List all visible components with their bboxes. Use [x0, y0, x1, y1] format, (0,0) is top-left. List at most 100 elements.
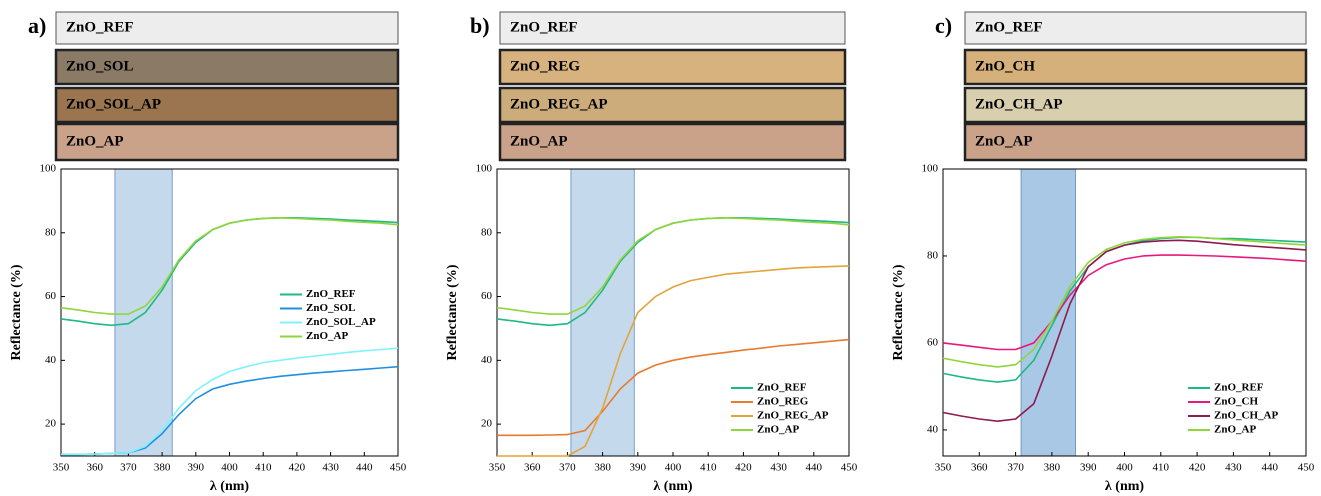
x-tick-label: 420: [735, 462, 752, 474]
y-axis-title: Reflectance (%): [445, 264, 460, 360]
swatch: [55, 11, 399, 45]
x-tick-label: 440: [806, 462, 823, 474]
y-tick-label: 80: [45, 226, 57, 238]
x-axis-title: λ (nm): [210, 479, 249, 494]
swatch: [498, 48, 847, 86]
swatch: [54, 48, 400, 86]
series-line: [60, 216, 399, 315]
x-tick-label: 390: [188, 462, 205, 474]
highlight-band: [570, 168, 635, 457]
y-tick-label: 100: [40, 163, 57, 175]
panel-label: b): [470, 13, 490, 38]
legend-label: ZnO_REF: [1214, 382, 1264, 394]
legend-label: ZnO_SOL_AP: [306, 316, 376, 328]
x-tick-label: 450: [390, 462, 407, 474]
swatch: [963, 48, 1308, 86]
legend-label: ZnO_AP: [757, 424, 799, 436]
x-axis-title: λ (nm): [653, 479, 692, 494]
x-tick-label: 350: [53, 462, 70, 474]
series-line: [496, 217, 850, 327]
legend-label: ZnO_REF: [306, 288, 356, 300]
y-tick-label: 40: [927, 423, 939, 435]
swatch-label: ZnO_AP: [66, 133, 124, 149]
panel-label: a): [28, 13, 46, 38]
swatch-label: ZnO_SOL_AP: [66, 96, 161, 112]
swatch-label: ZnO_REF: [975, 19, 1043, 35]
swatch: [54, 86, 400, 124]
x-tick-label: 410: [1153, 462, 1170, 474]
swatch: [499, 11, 846, 45]
legend-label: ZnO_AP: [1214, 424, 1256, 436]
x-tick-label: 400: [1116, 462, 1133, 474]
y-tick-label: 80: [927, 250, 939, 262]
x-tick-label: 420: [289, 462, 306, 474]
swatch: [498, 122, 847, 162]
x-tick-label: 380: [154, 462, 171, 474]
x-tick-label: 360: [86, 462, 103, 474]
swatch-label: ZnO_REG_AP: [510, 96, 608, 112]
x-tick-label: 370: [120, 462, 137, 474]
x-tick-label: 360: [524, 462, 541, 474]
series-line: [942, 235, 1307, 368]
swatch: [963, 86, 1308, 124]
x-tick-label: 390: [1080, 462, 1097, 474]
swatch: [964, 11, 1307, 45]
legend-label: ZnO_AP: [306, 330, 348, 342]
y-tick-label: 60: [45, 290, 57, 302]
swatch: [498, 86, 847, 124]
x-axis-title: λ (nm): [1105, 479, 1144, 494]
x-tick-label: 450: [1298, 462, 1315, 474]
y-axis-title: Reflectance (%): [9, 264, 24, 360]
x-tick-label: 380: [1044, 462, 1061, 474]
y-tick-label: 40: [481, 354, 493, 366]
x-tick-label: 370: [1007, 462, 1024, 474]
legend-label: ZnO_CH: [1214, 396, 1258, 408]
x-tick-label: 420: [1189, 462, 1206, 474]
series-line: [942, 239, 1307, 423]
swatch-label: ZnO_REF: [66, 19, 134, 35]
x-tick-label: 430: [770, 462, 787, 474]
swatch-label: ZnO_REF: [510, 19, 578, 35]
x-tick-label: 410: [255, 462, 272, 474]
x-tick-label: 360: [971, 462, 988, 474]
series-line: [61, 347, 399, 456]
swatch-label: ZnO_SOL: [66, 58, 134, 74]
y-axis-title: Reflectance (%): [891, 264, 906, 360]
legend-label: ZnO_REF: [757, 382, 807, 394]
y-tick-label: 60: [481, 290, 493, 302]
swatch-label: ZnO_AP: [975, 133, 1033, 149]
swatch: [963, 122, 1308, 162]
x-tick-label: 400: [221, 462, 238, 474]
y-tick-label: 60: [927, 336, 939, 348]
y-tick-label: 20: [481, 418, 493, 430]
y-tick-label: 80: [481, 226, 493, 238]
legend-label: ZnO_REG_AP: [757, 410, 829, 422]
swatch-label: ZnO_CH: [975, 58, 1035, 74]
series-line: [61, 365, 399, 456]
x-tick-label: 380: [594, 462, 611, 474]
swatch-label: ZnO_CH_AP: [975, 96, 1063, 112]
x-tick-label: 390: [630, 462, 647, 474]
legend-label: ZnO_REG: [757, 396, 809, 408]
series-line: [497, 338, 850, 437]
x-tick-label: 430: [1225, 462, 1242, 474]
x-tick-label: 440: [1261, 462, 1278, 474]
y-tick-label: 40: [45, 354, 57, 366]
x-tick-label: 450: [841, 462, 858, 474]
series-line: [942, 254, 1307, 351]
x-tick-label: 410: [700, 462, 717, 474]
legend-label: ZnO_SOL: [306, 302, 356, 314]
y-tick-label: 100: [476, 163, 493, 175]
swatch: [54, 122, 400, 162]
x-tick-label: 430: [322, 462, 339, 474]
x-tick-label: 400: [665, 462, 682, 474]
panel-label: c): [935, 13, 952, 38]
y-tick-label: 20: [45, 418, 57, 430]
swatch-label: ZnO_REG: [510, 58, 580, 74]
series-line: [496, 216, 850, 315]
series-line: [497, 265, 850, 457]
x-tick-label: 370: [559, 462, 576, 474]
highlight-band: [114, 168, 173, 457]
x-tick-label: 440: [356, 462, 373, 474]
